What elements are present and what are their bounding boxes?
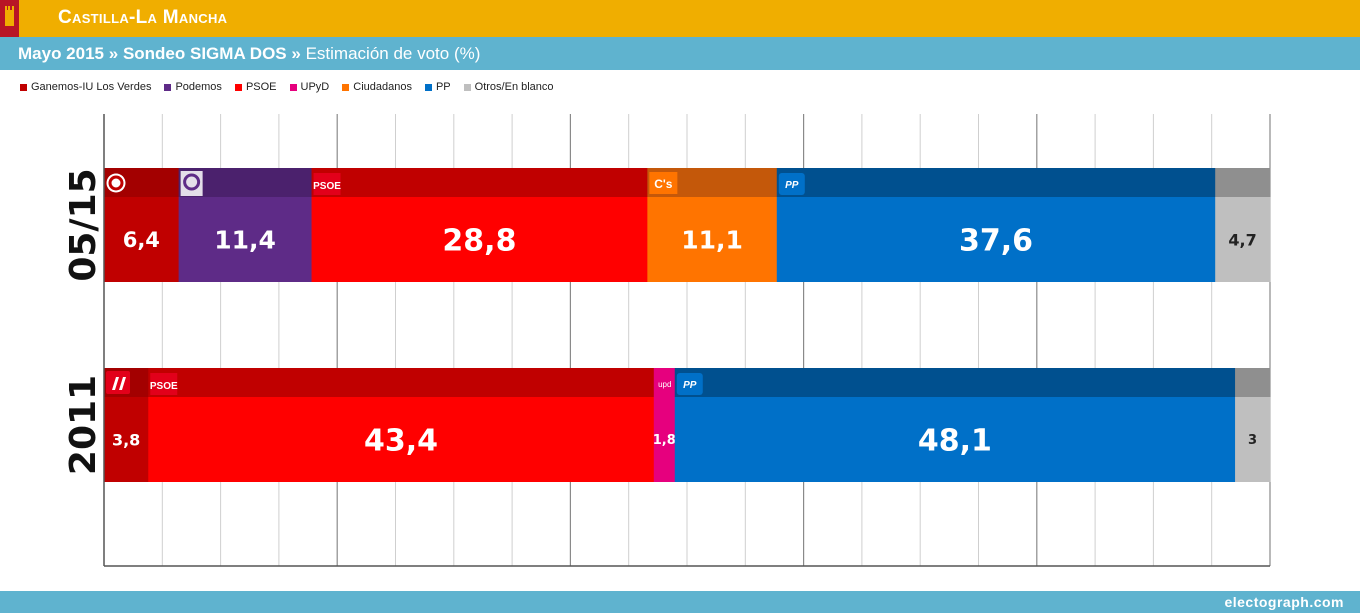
row-label-2011: 2011 — [63, 375, 104, 475]
podemos-logo-ring — [183, 173, 201, 191]
iu-logo-icon — [106, 371, 130, 394]
psoe-logo-icon — [150, 373, 178, 395]
band-psoe — [148, 368, 655, 397]
footer-credit: electograph.com — [1224, 594, 1344, 610]
header-bar: Castilla-La Mancha — [0, 0, 1360, 37]
band-pp — [674, 368, 1236, 397]
psoe-logo-text: PSOE — [150, 381, 178, 392]
bar-ganemos-iu-los-verdes — [104, 197, 180, 282]
legend-item-ciudadanos: Ciudadanos — [342, 81, 412, 93]
upyd-logo-text: upd — [658, 380, 671, 389]
iu-logo-mark — [112, 377, 126, 390]
pollster-label: Sondeo SIGMA DOS — [122, 44, 287, 63]
stacked-bar-chart: 6,4 11,4 PSOE 28,8 C's 11,1 PP 37,6 4,7 05/15 3,8 P… — [0, 100, 1360, 580]
psoe-logo-text: PSOE — [313, 181, 341, 192]
data-label-pp: 37,6 — [959, 223, 1033, 258]
date-label: Mayo 2015 — [18, 44, 104, 63]
pp-logo-icon — [676, 373, 703, 395]
bar-ciudadanos — [647, 197, 778, 282]
data-label-psoe: 43,4 — [364, 423, 438, 458]
chart-canvas: 6,4 11,4 PSOE 28,8 C's 11,1 PP 37,6 4,7 05/15 3,8 P… — [63, 114, 1271, 567]
row-label-05-15: 05/15 — [63, 168, 104, 281]
data-label-ciudadanos: 11,1 — [681, 226, 743, 255]
data-label-ganemos-iu-los-verdes: 3,8 — [112, 430, 140, 449]
pp-logo-text: PP — [785, 180, 799, 191]
legend-label: PP — [435, 81, 451, 93]
data-label-podemos: 11,4 — [214, 226, 276, 255]
legend-item-upyd: UPyD — [289, 81, 330, 93]
data-label-pp: 48,1 — [918, 423, 992, 458]
legend-item-otros: Otros/En blanco — [463, 81, 554, 93]
legend-swatch — [20, 83, 27, 91]
ciudadanos-logo-icon — [649, 172, 678, 194]
legend-swatch — [234, 83, 242, 91]
footer-bar: electograph.com — [0, 591, 1360, 613]
data-label-ganemos-iu-los-verdes: 6,4 — [123, 228, 160, 252]
bar-podemos — [178, 197, 313, 282]
bar-pp — [776, 197, 1216, 282]
legend-swatch — [463, 83, 471, 91]
bar-otros-en-blanco — [1235, 397, 1271, 482]
legend-label: Ganemos-IU Los Verdes — [31, 81, 152, 93]
bar-upyd — [653, 397, 676, 482]
legend-swatch — [164, 83, 172, 91]
region-flag-icon — [0, 0, 19, 37]
band-pp — [776, 168, 1216, 197]
band-psoe — [311, 168, 648, 197]
legend-swatch — [424, 83, 432, 91]
data-label-psoe: 28,8 — [442, 223, 516, 258]
separator-1: » — [108, 44, 119, 63]
pp-logo-text: PP — [683, 380, 697, 391]
legend-item-psoe: PSOE — [234, 81, 277, 93]
subtitle: Mayo 2015 » Sondeo SIGMA DOS » Estimació… — [18, 44, 480, 64]
bar-psoe — [311, 197, 648, 282]
legend-swatch — [342, 83, 350, 91]
psoe-logo-icon — [313, 173, 341, 195]
measure-label: Estimación de voto (%) — [305, 44, 481, 63]
legend-item-pp: PP — [424, 81, 451, 93]
data-label-otros-en-blanco: 4,7 — [1228, 230, 1256, 249]
legend: Ganemos-IU Los Verdes Podemos PSOE UPyD … — [20, 80, 567, 94]
legend-label: UPyD — [300, 81, 330, 93]
legend-label: Podemos — [175, 81, 222, 93]
legend-label: Ciudadanos — [353, 81, 412, 93]
bar-otros-en-blanco — [1215, 197, 1271, 282]
legend-label: PSOE — [245, 81, 277, 93]
band-otros-en-blanco — [1215, 168, 1271, 197]
separator-2: » — [291, 44, 301, 63]
ciudadanos-logo-text: C's — [654, 177, 673, 191]
ganemos-logo-ring — [108, 175, 124, 191]
legend-label: Otros/En blanco — [474, 81, 554, 93]
legend-item-podemos: Podemos — [164, 81, 222, 93]
band-otros-en-blanco — [1235, 368, 1271, 397]
bar-pp — [674, 397, 1236, 482]
data-label-upyd: 1,8 — [653, 433, 676, 448]
legend-item-ganemos: Ganemos-IU Los Verdes — [20, 81, 151, 93]
subheader-bar: Mayo 2015 » Sondeo SIGMA DOS » Estimació… — [0, 37, 1360, 70]
data-label-otros-en-blanco: 3 — [1248, 433, 1257, 448]
region-title: Castilla-La Mancha — [58, 7, 228, 28]
bar-psoe — [148, 397, 655, 482]
pp-logo-icon — [778, 173, 805, 195]
upyd-logo-icon — [654, 373, 675, 393]
legend-swatch — [289, 83, 297, 91]
bar-ganemos-iu-los-verdes — [104, 397, 149, 482]
